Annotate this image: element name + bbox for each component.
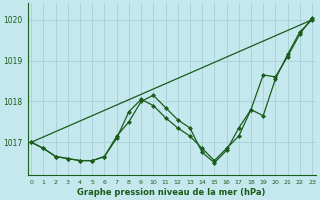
X-axis label: Graphe pression niveau de la mer (hPa): Graphe pression niveau de la mer (hPa) [77,188,266,197]
